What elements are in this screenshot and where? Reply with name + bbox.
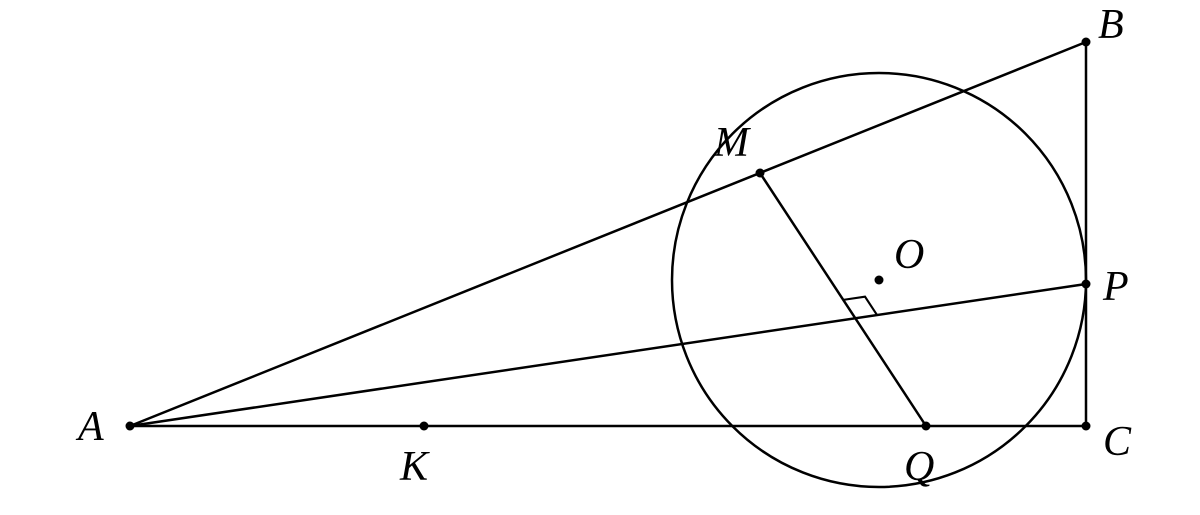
label-A: A <box>75 404 104 450</box>
point-A <box>126 422 135 431</box>
segment-A-B <box>130 42 1086 426</box>
point-C <box>1082 422 1091 431</box>
point-K <box>420 422 429 431</box>
label-K: К <box>399 444 430 490</box>
label-P: P <box>1102 264 1129 310</box>
label-M: M <box>713 120 751 166</box>
point-P <box>1082 280 1091 289</box>
label-Q: Q <box>904 444 934 490</box>
geometry-diagram: A B C К M P Q O <box>0 0 1200 515</box>
point-M <box>756 169 765 178</box>
segment-M-Q <box>760 173 926 426</box>
point-O <box>875 276 884 285</box>
point-B <box>1082 38 1091 47</box>
point-Q <box>922 422 931 431</box>
segment-A-P <box>130 284 1086 426</box>
label-C: C <box>1103 419 1132 465</box>
label-B: B <box>1098 2 1124 48</box>
label-O: O <box>894 232 924 278</box>
